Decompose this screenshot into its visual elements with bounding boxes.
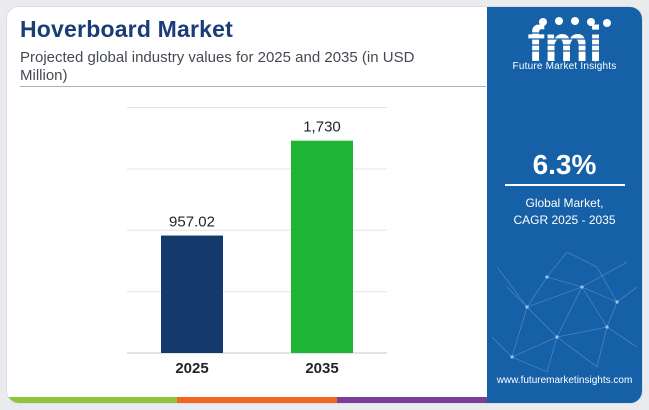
infographic-card: Hoverboard Market Projected global indus… [7, 7, 642, 403]
bar-2025 [161, 235, 223, 353]
x-tick-label-2025: 2025 [175, 360, 208, 377]
cagr-label: Global Market, CAGR 2025 - 2035 [487, 195, 642, 229]
cagr-divider [505, 184, 625, 186]
network-graphic-icon [491, 251, 638, 373]
bar-2035 [291, 140, 353, 353]
fmi-logo-icon: fmi [503, 17, 627, 72]
footer-stripe-3 [337, 397, 487, 403]
cagr-label-line2: CAGR 2025 - 2035 [513, 213, 616, 227]
cagr-label-line1: Global Market, [525, 196, 604, 210]
bar-chart: 957.02 2025 1,730 2035 [127, 107, 387, 377]
footer-stripe-4 [487, 397, 642, 403]
data-label-2035: 1,730 [303, 119, 341, 136]
page-title: Hoverboard Market [20, 16, 234, 42]
cagr-value: 6.3% [532, 149, 597, 180]
footer-stripe-2 [177, 397, 337, 403]
logo-caption: Future Market Insights [512, 61, 617, 72]
info-panel: fmi Future Market Insights 6.3% Global M… [487, 7, 642, 403]
page-subtitle: Projected global industry values for 202… [20, 49, 415, 84]
header-divider [20, 86, 486, 87]
data-label-2025: 957.02 [169, 214, 215, 231]
website-link[interactable]: www.futuremarketinsights.com [496, 375, 633, 386]
x-tick-label-2035: 2035 [305, 360, 338, 377]
footer-stripe-1 [7, 397, 177, 403]
